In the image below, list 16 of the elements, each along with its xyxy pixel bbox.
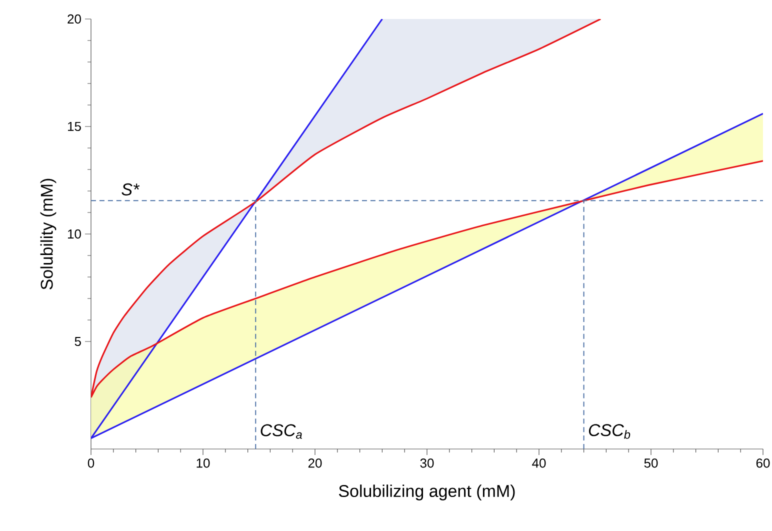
- y-axis-title: Solubility (mM): [40, 178, 56, 290]
- y-tick-label: 5: [74, 336, 81, 346]
- x-axis-title: Solubilizing agent (mM): [338, 484, 515, 500]
- x-tick-label: 10: [196, 458, 210, 468]
- x-tick-label: 50: [644, 458, 658, 468]
- x-tick-label: 20: [308, 458, 322, 468]
- x-tick-label: 40: [532, 458, 546, 468]
- x-tick-label: 30: [420, 458, 434, 468]
- y-tick-label: 20: [68, 14, 81, 24]
- x-tick-label: 60: [756, 458, 770, 468]
- y-tick-label: 10: [68, 229, 81, 239]
- y-tick-label: 15: [68, 122, 81, 132]
- ref-line-label: CSC$_{a}$: [260, 424, 302, 439]
- ref-line-label: S*: [122, 183, 140, 196]
- ref-line-label: CSC$_{b}$: [588, 424, 630, 439]
- x-tick-label: 0: [88, 458, 94, 468]
